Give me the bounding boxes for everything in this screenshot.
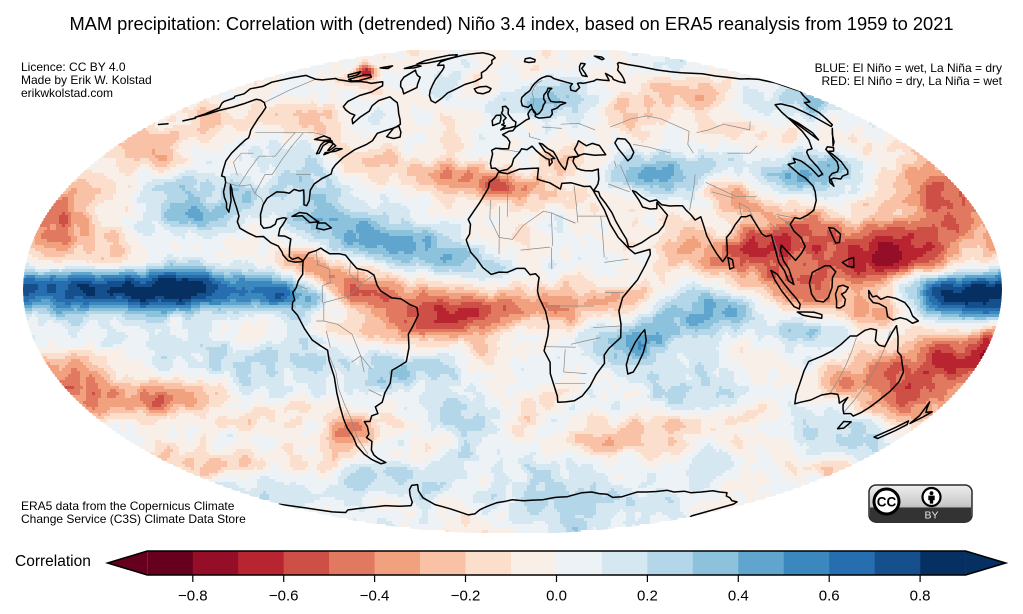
svg-text:0.8: 0.8	[910, 588, 931, 605]
svg-text:−0.8: −0.8	[178, 588, 208, 605]
svg-text:BY: BY	[924, 510, 938, 522]
svg-text:0.0: 0.0	[546, 588, 567, 605]
svg-text:0.2: 0.2	[637, 588, 658, 605]
svg-text:−0.2: −0.2	[451, 588, 481, 605]
svg-text:0.4: 0.4	[728, 588, 749, 605]
svg-text:−0.6: −0.6	[269, 588, 299, 605]
svg-text:CC: CC	[877, 495, 897, 510]
svg-text:−0.4: −0.4	[360, 588, 390, 605]
svg-text:0.6: 0.6	[819, 588, 840, 605]
